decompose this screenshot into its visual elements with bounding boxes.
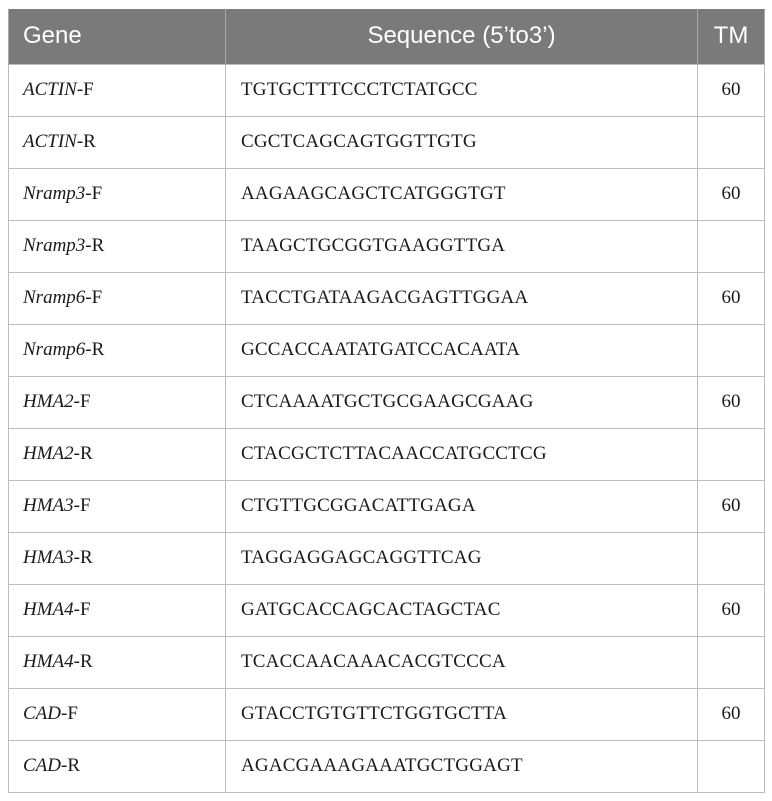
primer-direction: -F bbox=[85, 287, 103, 308]
gene-cell: Nramp3-R bbox=[8, 219, 226, 273]
table-row: Nramp3-R TAAGCTGCGGTGAAGGTTGA bbox=[8, 219, 765, 273]
gene-cell: HMA2-F bbox=[8, 375, 226, 429]
gene-name: HMA4 bbox=[23, 651, 74, 672]
tm-cell: 60 bbox=[697, 375, 765, 429]
primer-direction: -R bbox=[73, 651, 93, 672]
primer-direction: -F bbox=[85, 183, 103, 204]
table-row: HMA2-F CTCAAAATGCTGCGAAGCGAAG 60 bbox=[8, 375, 765, 429]
primer-direction: -F bbox=[73, 599, 91, 620]
gene-cell: ACTIN-F bbox=[8, 63, 226, 117]
gene-name: CAD bbox=[23, 755, 61, 776]
sequence-cell: CGCTCAGCAGTGGTTGTG bbox=[225, 115, 698, 169]
gene-name: Nramp6 bbox=[23, 339, 86, 360]
table-row: HMA3-R TAGGAGGAGCAGGTTCAG bbox=[8, 531, 765, 585]
table-body: ACTIN-F TGTGCTTTCCCTCTATGCC 60 ACTIN-R CGCTC… bbox=[8, 63, 765, 793]
table-row: HMA4-F GATGCACCAGCACTAGCTAC 60 bbox=[8, 583, 765, 637]
sequence-cell: CTACGCTCTTACAACCATGCCTCG bbox=[225, 427, 698, 481]
table-row: HMA2-R CTACGCTCTTACAACCATGCCTCG bbox=[8, 427, 765, 481]
header-sequence: Sequence (5’to3’) bbox=[225, 9, 698, 64]
gene-cell: CAD-R bbox=[8, 739, 226, 793]
sequence-cell: GCCACCAATATGATCCACAATA bbox=[225, 323, 698, 377]
gene-cell: CAD-F bbox=[8, 687, 226, 741]
tm-cell: 60 bbox=[697, 479, 765, 533]
sequence-cell: TAAGCTGCGGTGAAGGTTGA bbox=[225, 219, 698, 273]
table-row: ACTIN-R CGCTCAGCAGTGGTTGTG bbox=[8, 115, 765, 169]
tm-cell bbox=[697, 531, 765, 585]
primer-table-container: Gene Sequence (5’to3’) TM ACTIN-F TGTGCTT… bbox=[8, 9, 765, 793]
tm-cell: 60 bbox=[697, 271, 765, 325]
primer-direction: -R bbox=[73, 547, 93, 568]
sequence-cell: AGACGAAAGAAATGCTGGAGT bbox=[225, 739, 698, 793]
gene-cell: Nramp6-R bbox=[8, 323, 226, 377]
gene-name: Nramp6 bbox=[23, 287, 86, 308]
tm-cell: 60 bbox=[697, 167, 765, 221]
sequence-cell: TAGGAGGAGCAGGTTCAG bbox=[225, 531, 698, 585]
primer-direction: -F bbox=[73, 495, 91, 516]
gene-name: HMA3 bbox=[23, 495, 74, 516]
primer-direction: -F bbox=[61, 703, 78, 724]
gene-cell: HMA3-F bbox=[8, 479, 226, 533]
primer-direction: -R bbox=[85, 235, 105, 256]
table-row: HMA4-R TCACCAACAAACACGTCCCA bbox=[8, 635, 765, 689]
tm-cell bbox=[697, 739, 765, 793]
table-row: CAD-R AGACGAAAGAAATGCTGGAGT bbox=[8, 739, 765, 793]
primer-direction: -F bbox=[76, 79, 94, 100]
sequence-cell: CTCAAAATGCTGCGAAGCGAAG bbox=[225, 375, 698, 429]
tm-cell bbox=[697, 323, 765, 377]
tm-cell bbox=[697, 427, 765, 481]
sequence-cell: CTGTTGCGGACATTGAGA bbox=[225, 479, 698, 533]
table-row: ACTIN-F TGTGCTTTCCCTCTATGCC 60 bbox=[8, 63, 765, 117]
sequence-cell: AAGAAGCAGCTCATGGGTGT bbox=[225, 167, 698, 221]
primer-direction: -R bbox=[61, 755, 80, 776]
table-row: HMA3-F CTGTTGCGGACATTGAGA 60 bbox=[8, 479, 765, 533]
sequence-cell: TACCTGATAAGACGAGTTGGAA bbox=[225, 271, 698, 325]
header-gene: Gene bbox=[8, 9, 226, 64]
gene-cell: Nramp3-F bbox=[8, 167, 226, 221]
gene-name: HMA2 bbox=[23, 391, 74, 412]
gene-cell: Nramp6-F bbox=[8, 271, 226, 325]
gene-name: Nramp3 bbox=[23, 235, 86, 256]
primer-table: Gene Sequence (5’to3’) TM ACTIN-F TGTGCTT… bbox=[8, 9, 765, 793]
gene-cell: ACTIN-R bbox=[8, 115, 226, 169]
table-row: CAD-F GTACCTGTGTTCTGGTGCTTA 60 bbox=[8, 687, 765, 741]
tm-cell bbox=[697, 219, 765, 273]
sequence-cell: GATGCACCAGCACTAGCTAC bbox=[225, 583, 698, 637]
tm-cell: 60 bbox=[697, 687, 765, 741]
sequence-cell: TCACCAACAAACACGTCCCA bbox=[225, 635, 698, 689]
gene-cell: HMA2-R bbox=[8, 427, 226, 481]
gene-name: CAD bbox=[23, 703, 61, 724]
gene-name: HMA2 bbox=[23, 443, 74, 464]
table-row: Nramp6-F TACCTGATAAGACGAGTTGGAA 60 bbox=[8, 271, 765, 325]
header-tm: TM bbox=[697, 9, 765, 64]
gene-name: ACTIN bbox=[23, 131, 77, 152]
primer-direction: -R bbox=[85, 339, 105, 360]
primer-direction: -F bbox=[73, 391, 91, 412]
gene-name: ACTIN bbox=[23, 79, 77, 100]
primer-direction: -R bbox=[76, 131, 96, 152]
tm-cell: 60 bbox=[697, 583, 765, 637]
gene-name: Nramp3 bbox=[23, 183, 86, 204]
gene-cell: HMA3-R bbox=[8, 531, 226, 585]
table-row: Nramp6-R GCCACCAATATGATCCACAATA bbox=[8, 323, 765, 377]
gene-name: HMA4 bbox=[23, 599, 74, 620]
header-row: Gene Sequence (5’to3’) TM bbox=[8, 9, 765, 64]
gene-name: HMA3 bbox=[23, 547, 74, 568]
tm-cell bbox=[697, 635, 765, 689]
sequence-cell: TGTGCTTTCCCTCTATGCC bbox=[225, 63, 698, 117]
tm-cell bbox=[697, 115, 765, 169]
sequence-cell: GTACCTGTGTTCTGGTGCTTA bbox=[225, 687, 698, 741]
gene-cell: HMA4-F bbox=[8, 583, 226, 637]
tm-cell: 60 bbox=[697, 63, 765, 117]
gene-cell: HMA4-R bbox=[8, 635, 226, 689]
table-header: Gene Sequence (5’to3’) TM bbox=[8, 9, 765, 64]
primer-direction: -R bbox=[73, 443, 93, 464]
table-row: Nramp3-F AAGAAGCAGCTCATGGGTGT 60 bbox=[8, 167, 765, 221]
